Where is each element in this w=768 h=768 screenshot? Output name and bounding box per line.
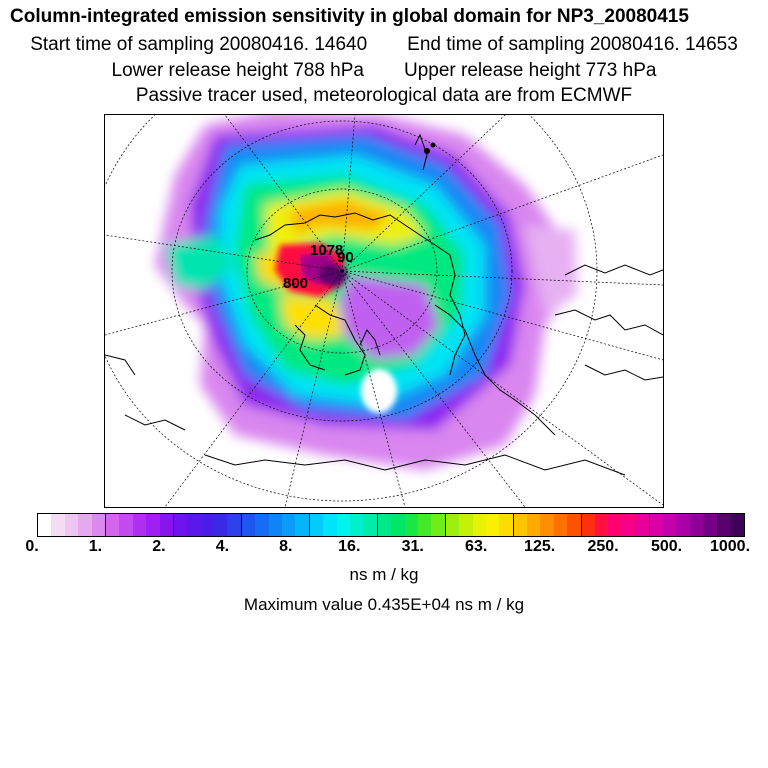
colorbar-tick-label: 0. [25,538,39,555]
coastlines [105,133,663,476]
figure-title: Column-integrated emission sensitivity i… [10,6,689,27]
colorbar-tick-label: 8. [279,538,293,555]
start-time: Start time of sampling 20080416. 14640 [30,34,368,55]
maximum-value: Maximum value 0.435E+04 ns m / kg [243,595,525,614]
colorbar-segment [689,514,704,536]
release-heights: Lower release height 788 hPa Upper releas… [0,60,768,82]
colorbar-segment [649,514,663,536]
graticule [105,115,663,507]
colorbar-tick-label: 500. [650,538,683,555]
unit-label: ns m / kg [349,565,419,584]
colorbar-segment [527,514,541,536]
colorbar-segment [200,514,215,536]
colorbar-segment [119,514,133,536]
colorbar-segment [255,514,269,536]
colorbar-segment [214,514,228,536]
colorbar-segment [159,514,174,536]
colorbar-segment [295,514,310,536]
colorbar-segment [391,514,405,536]
colorbar-segment [377,514,392,536]
colorbar-ticks: 0. 1. 2. 4. 8. 16. 31. 63. 125. 250. 500. 1000. [0,538,768,558]
end-time: End time of sampling 20080416. 14653 [407,34,738,55]
colorbar-segment [567,514,582,536]
colorbar-segment [282,514,296,536]
lower-release-height: Lower release height 788 hPa [111,60,364,81]
sampling-times: Start time of sampling 20080416. 14640 En… [0,34,768,56]
colorbar-tick-label: 63. [465,538,488,555]
colorbar-segment [78,514,92,536]
colorbar [37,513,745,537]
colorbar-tick-label: 16. [338,538,361,555]
colorbar-segment [91,514,106,536]
colorbar-segment [730,514,745,536]
polar-map: 1078 90 800 [104,114,664,508]
colorbar-segment [445,514,460,536]
marker-dots [424,142,436,154]
colorbar-segment [595,514,609,536]
colorbar-segment [662,514,677,536]
colorbar-segment [485,514,500,536]
colorbar-segment [459,514,473,536]
colorbar-tick-label: 31. [401,538,424,555]
colorbar-segment [309,514,324,536]
colorbar-segment [105,514,120,536]
colorbar-segment [431,514,446,536]
colorbar-segment [336,514,350,536]
colorbar-tick-label: 250. [587,538,619,555]
colorbar-segment [146,514,160,536]
tracer-note: Passive tracer used, meteorological data… [135,85,633,106]
colorbar-segment [173,514,188,536]
annotation-1078: 1078 [310,242,343,259]
colorbar-segment [676,514,690,536]
annotation-800: 800 [283,275,308,292]
colorbar-tick-label: 125. [524,538,556,555]
colorbar-segment [187,514,201,536]
colorbar-tick-label: 1. [88,538,103,555]
colorbar-tick-label: 2. [152,538,166,555]
colorbar-segment [703,514,718,536]
colorbar-segment [499,514,514,536]
colorbar-segment [513,514,528,536]
colorbar-tick-label: 4. [215,538,230,555]
colorbar-segment [581,514,596,536]
colorbar-segment [540,514,554,536]
colorbar-segment [717,514,731,536]
colorbar-segment [268,514,283,536]
colorbar-segment [404,514,418,536]
colorbar-segment [64,514,79,536]
upper-release-height: Upper release height 773 hPa [404,60,657,81]
colorbar-segment [608,514,622,536]
annotation-90: 90 [337,249,354,266]
colorbar-segment [349,514,364,536]
sensitivity-field: 1078 90 800 [105,115,663,507]
colorbar-segment [38,514,52,536]
colorbar-segment [417,514,432,536]
colorbar-segment [51,514,65,536]
colorbar-tick-label: 1000. [709,538,751,555]
colorbar-segment [132,514,147,536]
colorbar-segment [553,514,568,536]
colorbar-segment [227,514,242,536]
colorbar-segment [323,514,337,536]
colorbar-segment [472,514,486,536]
colorbar-segment [241,514,256,536]
colorbar-segment [363,514,378,536]
colorbar-segment [621,514,636,536]
colorbar-segment [635,514,650,536]
